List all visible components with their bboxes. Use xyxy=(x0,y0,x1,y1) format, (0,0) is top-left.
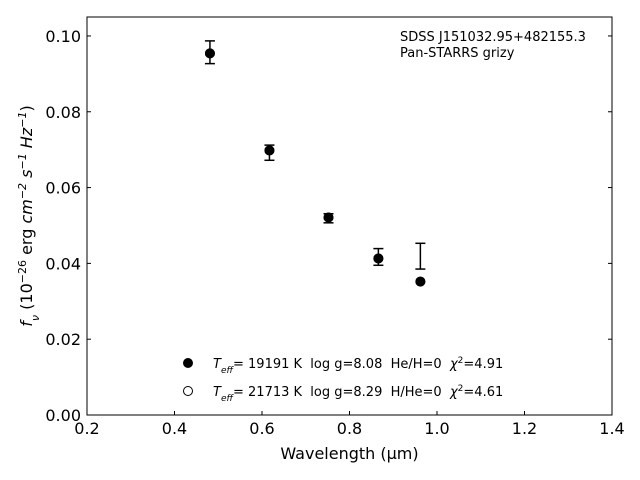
observed-errorbars xyxy=(204,40,426,270)
x-tick-label: 0.8 xyxy=(337,419,362,438)
x-tick-label: 1.2 xyxy=(512,419,537,438)
y-tick-label: 0.10 xyxy=(45,27,81,46)
plot-area xyxy=(86,16,613,416)
model-point-filled xyxy=(323,212,334,223)
annotation-block: SDSS J151032.95+482155.3 Pan-STARRS griz… xyxy=(400,30,586,61)
x-tick-label: 1.4 xyxy=(599,419,624,438)
y-axis-label: fν (10−26 erg cm−2 s−1 Hz−1) xyxy=(16,105,42,326)
y-axis: 0.00 0.02 0.04 0.06 0.08 0.10 xyxy=(45,27,612,425)
x-tick-label: 0.2 xyxy=(74,419,99,438)
model-point-filled xyxy=(204,48,215,59)
annotation-survey: Pan-STARRS grizy xyxy=(400,46,515,61)
legend-label: Teff= 19191 K log g=8.08 He/H=0 χ2=4.91 xyxy=(213,356,503,376)
y-tick-label: 0.00 xyxy=(45,406,81,425)
legend-marker-open xyxy=(183,386,193,396)
y-tick-label: 0.04 xyxy=(45,254,81,273)
legend-label: Teff= 21713 K log g=8.29 H/He=0 χ2=4.61 xyxy=(213,384,503,404)
model-point-filled xyxy=(373,253,384,264)
y-tick-label: 0.08 xyxy=(45,103,81,122)
model-point-filled xyxy=(415,276,426,287)
y-tick-label: 0.06 xyxy=(45,179,81,198)
x-axis: 0.2 0.4 0.6 0.8 1.0 1.2 1.4 xyxy=(74,411,625,438)
model-markers xyxy=(204,48,426,287)
plot-frame xyxy=(86,16,613,416)
svg-text:fν (10−26 erg cm−2 s−1 Hz−1): fν (10−26 erg cm−2 s−1 Hz−1) xyxy=(16,105,42,326)
x-tick-label: 0.4 xyxy=(162,419,187,438)
y-tick-label: 0.02 xyxy=(45,330,81,349)
annotation-object-name: SDSS J151032.95+482155.3 xyxy=(400,30,586,45)
legend: Teff= 19191 K log g=8.08 He/H=0 χ2=4.91 T… xyxy=(183,356,503,404)
model-point-filled xyxy=(264,145,275,156)
x-tick-label: 1.0 xyxy=(424,419,449,438)
x-axis-label: Wavelength (μm) xyxy=(280,444,418,463)
legend-marker-filled xyxy=(183,358,193,368)
x-tick-label: 0.6 xyxy=(249,419,274,438)
